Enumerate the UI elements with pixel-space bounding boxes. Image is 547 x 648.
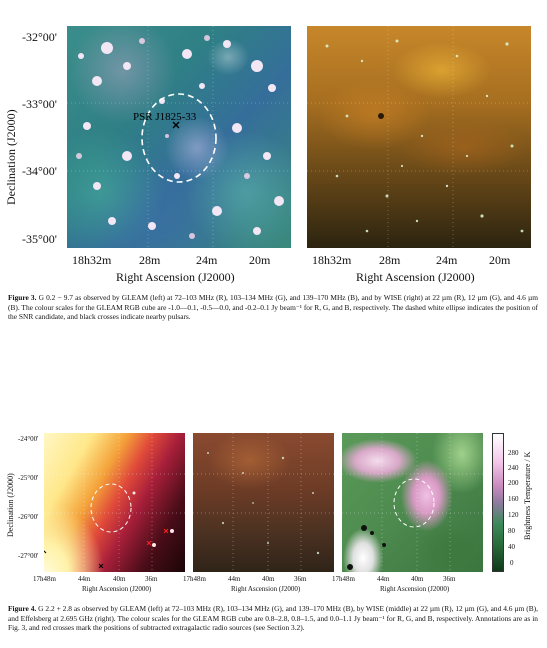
pulsar-label: PSR J1825-33 — [133, 111, 197, 123]
fig4-ytick-label: -26°00' — [18, 513, 39, 521]
snr-ellipse — [393, 478, 435, 528]
fig4-xlabel: Right Ascension (J2000) — [231, 585, 301, 593]
fig3-ytick-label: -35°00' — [22, 232, 57, 246]
colorbar-tick: 120 — [508, 511, 519, 519]
fig4-xtick-label: 36m — [443, 575, 456, 583]
fig4-xtick-label: 36m — [294, 575, 307, 583]
colorbar-tick: 80 — [508, 527, 515, 535]
fig3-xtick-label: 24m — [436, 253, 458, 267]
fig4-gleam-image — [44, 433, 185, 572]
colorbar-tick: 240 — [508, 464, 519, 472]
fig4-caption-label: Figure 4. — [8, 604, 37, 613]
colorbar-tick: 0 — [510, 559, 514, 567]
fig3-xtick-label: 18h32m — [72, 253, 112, 267]
fig4-xlabel: Right Ascension (J2000) — [380, 585, 450, 593]
fig4-xtick-label: 40m — [113, 575, 126, 583]
fig4-caption: Figure 4. G 2.2 + 2.8 as observed by GLE… — [8, 604, 538, 633]
fig3-xtick-label: 28m — [139, 253, 161, 267]
fig4-ytick-label: -24°00' — [18, 435, 39, 443]
fig3-xtick-label: 20m — [249, 253, 271, 267]
fig4-ytick-label: -27°00' — [18, 552, 39, 560]
fig4-xtick-label: 40m — [411, 575, 424, 583]
fig3-caption-text: G 0.2 − 9.7 as observed by GLEAM (left) … — [8, 293, 538, 322]
fig4-caption-text: G 2.2 + 2.8 as observed by GLEAM (left) … — [8, 604, 538, 633]
fig4-xtick-label: 17h48m — [33, 575, 56, 583]
fig3-xtick-label: 20m — [489, 253, 511, 267]
red-cross-icon — [146, 528, 169, 546]
fig4-ylabel: Declination (J2000) — [6, 473, 15, 537]
fig3-caption: Figure 3. G 0.2 − 9.7 as observed by GLE… — [8, 293, 538, 322]
pulsar-cross-icon — [172, 121, 180, 129]
fig4-xtick-label: 44m — [78, 575, 91, 583]
fig4-xtick-label: 17h48m — [332, 575, 355, 583]
fig4-xtick-label: 44m — [228, 575, 241, 583]
fig4-xlabel: Right Ascension (J2000) — [82, 585, 152, 593]
fig3-xlabel-left: Right Ascension (J2000) — [116, 270, 235, 284]
fig4-effelsberg-image — [342, 433, 483, 572]
snr-ellipse — [90, 483, 132, 533]
fig4-xtick-label: 40m — [262, 575, 275, 583]
fig4-wise-image — [193, 433, 334, 572]
fig3-gleam-image: PSR J1825-33 — [67, 26, 291, 248]
fig3-ytick-label: -34°00' — [22, 164, 57, 178]
fig4-xtick-label: 17h48m — [183, 575, 206, 583]
colorbar — [492, 433, 504, 572]
fig4-xtick-label: 44m — [377, 575, 390, 583]
colorbar-tick: 40 — [508, 543, 515, 551]
fig3-ylabel: Declination (J2000) — [4, 109, 18, 205]
colorbar-tick: 280 — [508, 449, 519, 457]
fig3-ytick-label: -32°00' — [22, 30, 57, 44]
fig4-ytick-label: -25°00' — [18, 474, 39, 482]
snr-ellipse — [141, 93, 217, 183]
fig3-ytick-label: -33°00' — [22, 97, 57, 111]
colorbar-tick: 160 — [508, 495, 519, 503]
colorbar-label: Brightness Temperature / K — [523, 451, 532, 540]
fig3-xtick-label: 24m — [196, 253, 218, 267]
pulsar-cross-icon — [44, 550, 104, 569]
fig4-xtick-label: 36m — [145, 575, 158, 583]
fig3-xtick-label: 28m — [379, 253, 401, 267]
colorbar-tick: 200 — [508, 479, 519, 487]
fig3-xlabel-right: Right Ascension (J2000) — [356, 270, 475, 284]
fig3-xtick-label: 18h32m — [312, 253, 352, 267]
fig3-wise-image — [307, 26, 531, 248]
fig3-caption-label: Figure 3. — [8, 293, 37, 302]
